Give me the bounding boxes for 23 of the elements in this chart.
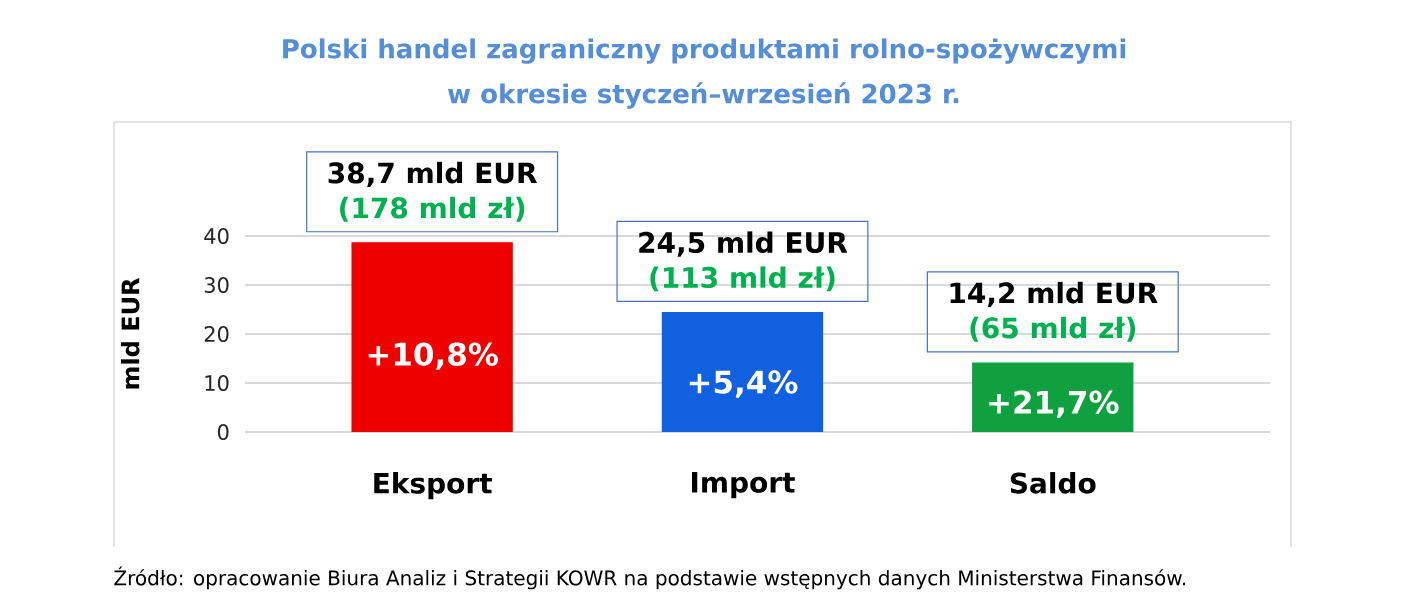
- annotation: +5,4%: [689, 370, 798, 398]
- annotation: +10,8%: [368, 342, 498, 370]
- annotation: +21,7%: [989, 390, 1119, 418]
- annotation: (113 mld zł): [650, 266, 835, 292]
- bar: [972, 362, 1134, 432]
- y-axis-title: mld EUR: [120, 277, 140, 389]
- x-tick-label: Eksport: [374, 472, 492, 500]
- bar: [351, 242, 513, 432]
- y-tick-label: 20: [204, 326, 229, 342]
- x-tick-label: Saldo: [1010, 472, 1096, 494]
- annotation: (178 mld zł): [340, 196, 525, 222]
- y-tick-label: 30: [204, 277, 229, 293]
- y-tick-label: 0: [217, 424, 229, 440]
- chart-title: Polski handel zagraniczny produktami rolno-spożywczymi w okresie styczeń–wrzesień 2023 r.: [283, 38, 1126, 109]
- y-tick-label: 40: [204, 228, 229, 244]
- data-label: 24,5 mld EUR: [639, 231, 848, 257]
- text: Źródło: opracowanie Biura Analiz i Strategii KOWR na podstawie wstępnych danych Ministerstwa Finansów.: [114, 566, 1186, 590]
- y-tick-label: 10: [205, 375, 229, 391]
- data-label: 14,2 mld EUR: [950, 281, 1158, 308]
- annotation: (65 mld zł): [970, 316, 1136, 342]
- bar: [661, 311, 824, 432]
- x-tick-label: Import: [692, 472, 795, 499]
- data-label: 38,7 mld EUR: [328, 161, 538, 188]
